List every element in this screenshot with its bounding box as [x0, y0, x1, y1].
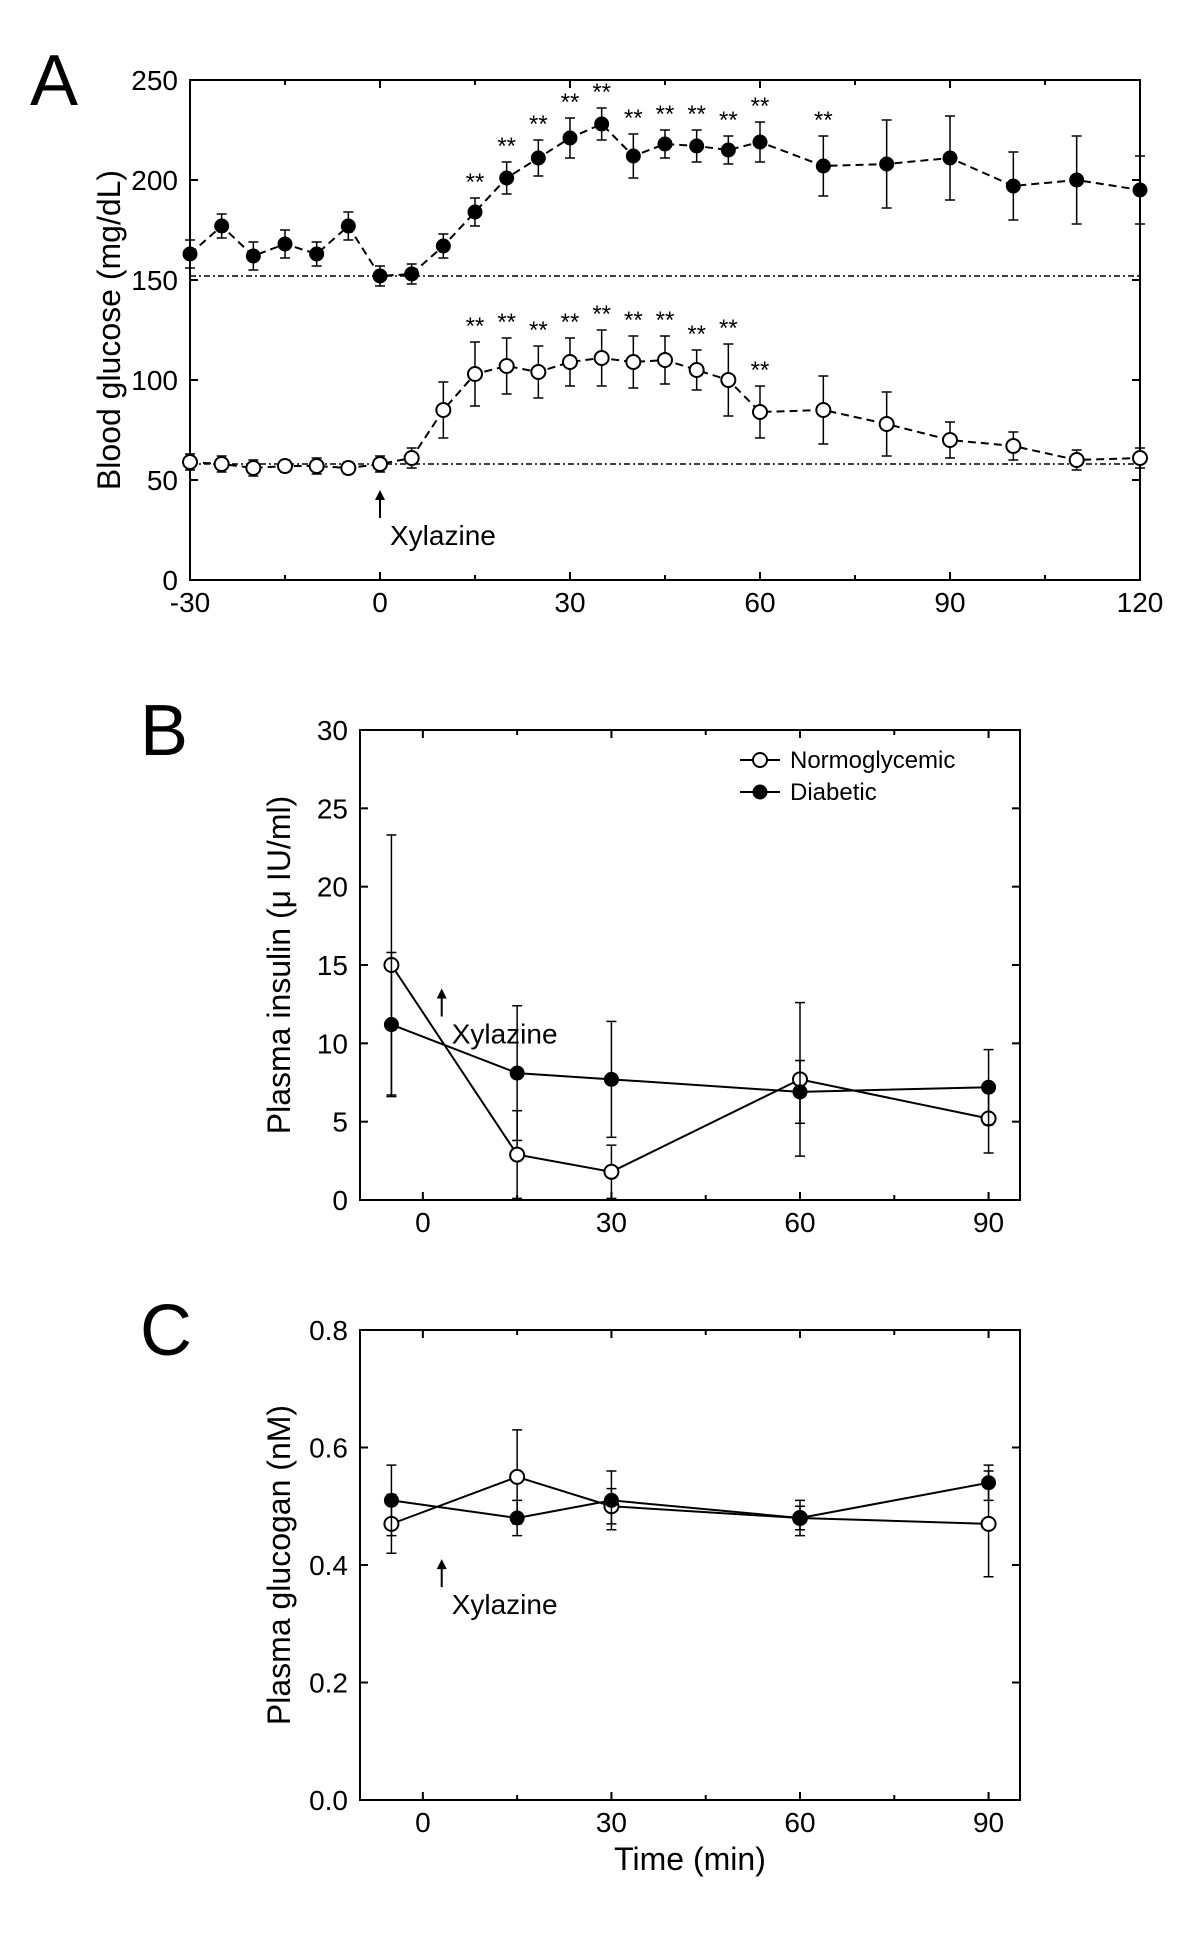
svg-text:150: 150 — [131, 265, 178, 296]
svg-text:30: 30 — [317, 715, 348, 746]
svg-text:0: 0 — [415, 1207, 431, 1238]
svg-text:0.0: 0.0 — [309, 1785, 348, 1816]
svg-text:90: 90 — [973, 1807, 1004, 1838]
panel-b: B 0 30 60 90 0 5 10 15 20 25 30 Plasma insulin (μ I… — [20, 680, 1180, 1240]
svg-text:Time (min): Time (min) — [614, 1841, 766, 1877]
panel-b-svg: 0 30 60 90 0 5 10 15 20 25 30 Plasma insulin (μ IU/… — [20, 680, 1180, 1240]
panel-c-label: C — [140, 1290, 192, 1372]
svg-text:Xylazine: Xylazine — [452, 1019, 558, 1050]
svg-text:30: 30 — [554, 587, 585, 618]
svg-text:**: ** — [497, 133, 516, 160]
svg-text:60: 60 — [784, 1807, 815, 1838]
svg-text:**: ** — [592, 301, 611, 328]
svg-text:0: 0 — [372, 587, 388, 618]
svg-text:**: ** — [624, 307, 643, 334]
svg-text:**: ** — [656, 101, 675, 128]
svg-text:**: ** — [497, 309, 516, 336]
svg-text:**: ** — [751, 93, 770, 120]
svg-text:30: 30 — [596, 1807, 627, 1838]
svg-text:200: 200 — [131, 165, 178, 196]
figure-container: A -300306090120050100150200250Blood gluc… — [20, 20, 1180, 1880]
svg-text:Plasma glucogan (nM): Plasma glucogan (nM) — [261, 1405, 297, 1725]
svg-text:0: 0 — [162, 565, 178, 596]
svg-text:5: 5 — [332, 1107, 348, 1138]
svg-text:Blood glucose (mg/dL): Blood glucose (mg/dL) — [91, 170, 127, 490]
svg-text:100: 100 — [131, 365, 178, 396]
svg-text:0: 0 — [415, 1807, 431, 1838]
svg-text:0.2: 0.2 — [309, 1668, 348, 1699]
svg-text:**: ** — [624, 105, 643, 132]
svg-text:0.6: 0.6 — [309, 1433, 348, 1464]
svg-text:Normoglycemic: Normoglycemic — [790, 747, 955, 774]
panel-b-label: B — [140, 690, 188, 772]
svg-text:**: ** — [529, 317, 548, 344]
svg-text:**: ** — [814, 107, 833, 134]
svg-text:**: ** — [529, 111, 548, 138]
svg-text:0.8: 0.8 — [309, 1315, 348, 1346]
panel-a-label: A — [30, 40, 78, 122]
svg-text:10: 10 — [317, 1028, 348, 1059]
svg-text:0: 0 — [332, 1185, 348, 1216]
svg-text:**: ** — [719, 107, 738, 134]
svg-text:**: ** — [466, 169, 485, 196]
svg-text:90: 90 — [973, 1207, 1004, 1238]
svg-text:90: 90 — [934, 587, 965, 618]
svg-text:**: ** — [592, 79, 611, 106]
svg-text:**: ** — [561, 89, 580, 116]
svg-text:250: 250 — [131, 65, 178, 96]
svg-text:15: 15 — [317, 950, 348, 981]
svg-text:**: ** — [656, 307, 675, 334]
svg-text:20: 20 — [317, 872, 348, 903]
svg-text:Diabetic: Diabetic — [790, 779, 877, 806]
svg-text:30: 30 — [596, 1207, 627, 1238]
svg-text:25: 25 — [317, 793, 348, 824]
svg-text:60: 60 — [784, 1207, 815, 1238]
svg-text:0.4: 0.4 — [309, 1550, 348, 1581]
svg-text:120: 120 — [1117, 587, 1164, 618]
panel-a-svg: -300306090120050100150200250Blood glucos… — [20, 20, 1180, 640]
svg-text:**: ** — [751, 357, 770, 384]
svg-text:Xylazine: Xylazine — [452, 1589, 558, 1620]
panel-c: C 0 30 60 90 0.0 0.2 0.4 0.6 0.8 Plasma glucogan … — [20, 1280, 1180, 1880]
svg-text:Plasma insulin (μ IU/ml): Plasma insulin (μ IU/ml) — [261, 796, 297, 1135]
svg-text:**: ** — [687, 321, 706, 348]
svg-text:60: 60 — [744, 587, 775, 618]
svg-text:**: ** — [719, 315, 738, 342]
svg-text:**: ** — [466, 313, 485, 340]
panel-c-svg: 0 30 60 90 0.0 0.2 0.4 0.6 0.8 Plasma glucogan (n… — [20, 1280, 1180, 1880]
svg-text:**: ** — [687, 101, 706, 128]
svg-text:Xylazine: Xylazine — [390, 520, 496, 551]
svg-text:50: 50 — [147, 465, 178, 496]
panel-a: A -300306090120050100150200250Blood gluc… — [20, 20, 1180, 640]
svg-text:**: ** — [561, 309, 580, 336]
